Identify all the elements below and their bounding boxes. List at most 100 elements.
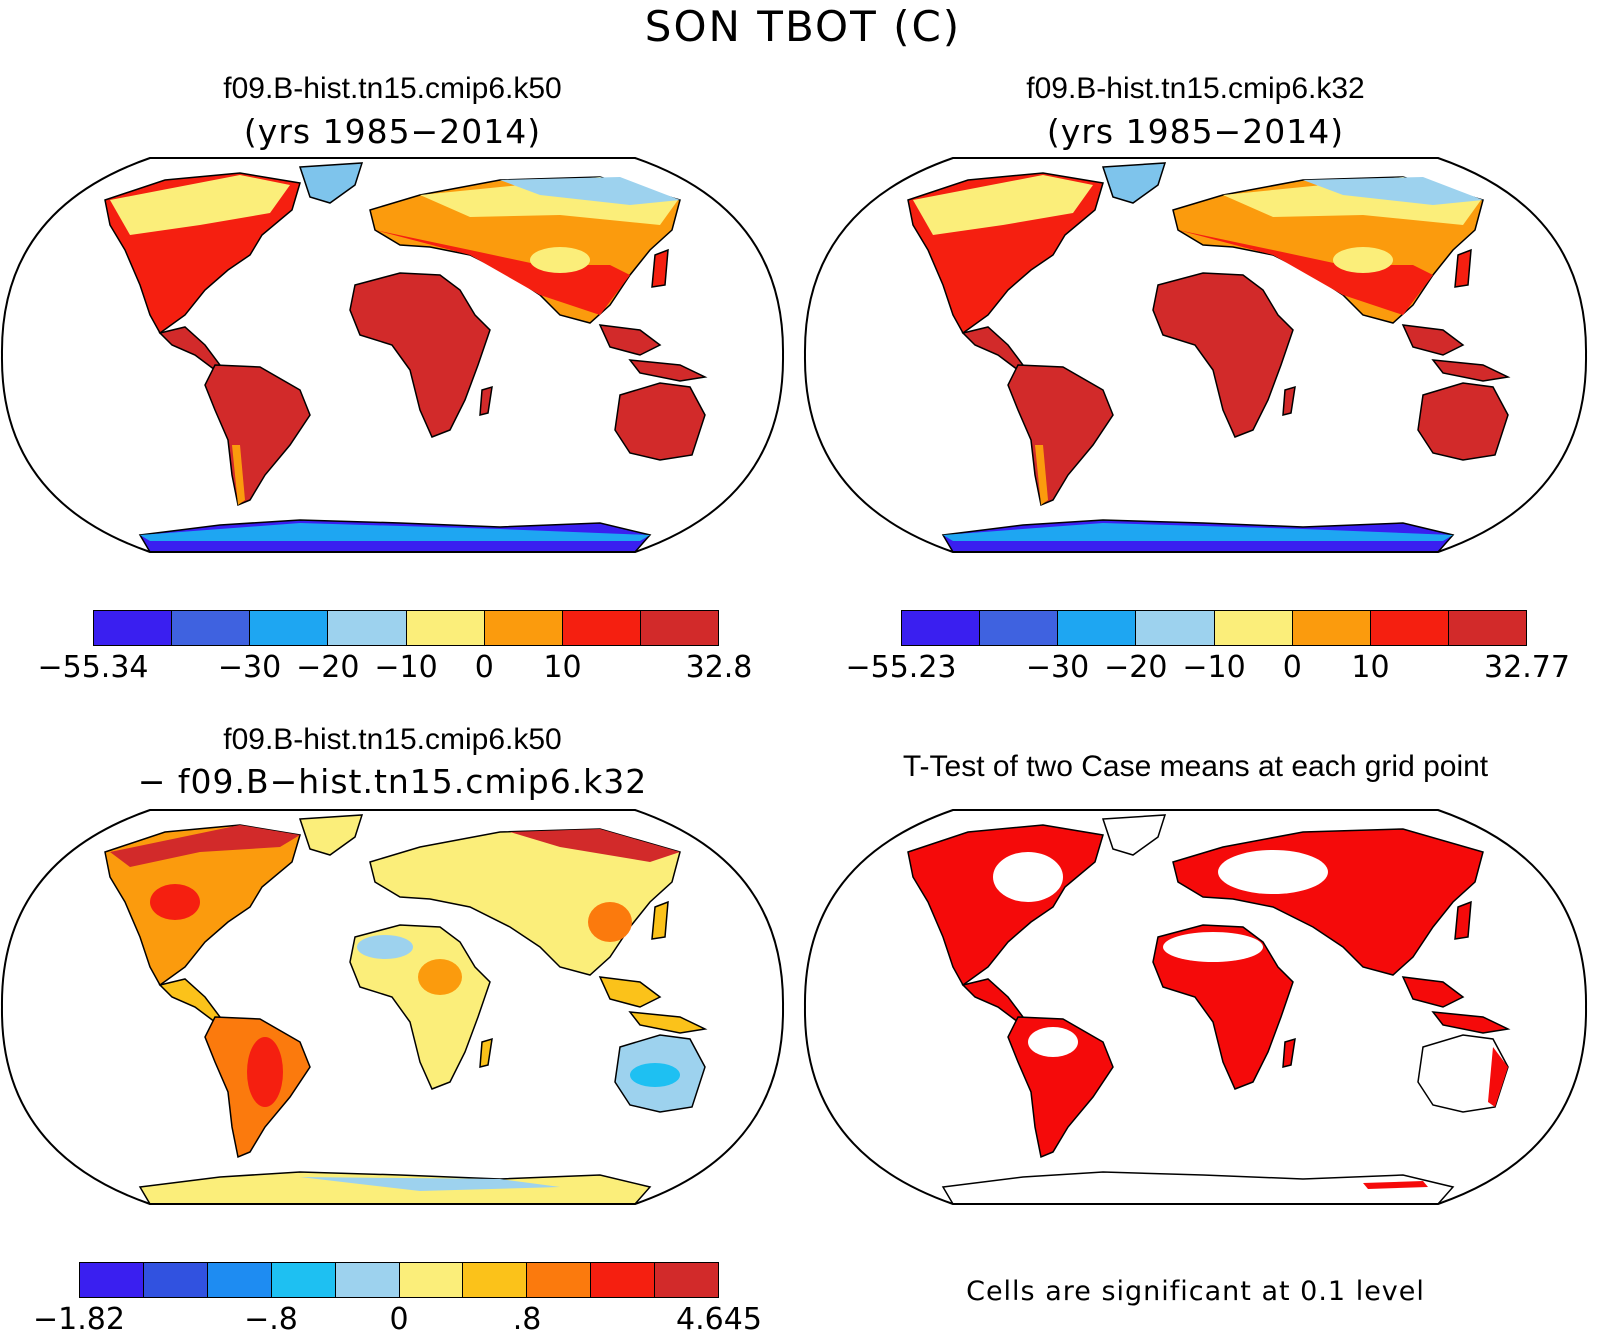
land-se-asia xyxy=(598,976,662,1008)
colorbar-tick-label: 0 xyxy=(1282,650,1302,685)
cold-band-north xyxy=(110,175,290,235)
land-australia xyxy=(614,382,706,461)
significant-east-australia xyxy=(1488,1047,1508,1107)
land-japan xyxy=(1454,248,1472,288)
antarctic-coast xyxy=(140,523,650,541)
colorbar-k50 xyxy=(93,610,719,646)
tibet-plateau xyxy=(1333,247,1393,273)
land-indonesia xyxy=(628,359,708,382)
colorbar-swatch xyxy=(94,611,173,645)
colorbar-swatch xyxy=(1370,611,1449,645)
warm-arctic-siberia xyxy=(510,829,680,862)
map-frame xyxy=(803,157,1588,553)
colorbar-swatch xyxy=(250,611,329,645)
panel-k50-subtitle: (yrs 1985−2014) xyxy=(243,112,542,151)
non-significant-eurasia xyxy=(1218,850,1328,894)
warm-spot-sa xyxy=(247,1037,283,1107)
land-japan xyxy=(651,248,669,288)
land-antarctica xyxy=(941,1171,1455,1204)
land-australia xyxy=(1417,382,1509,461)
land-africa xyxy=(349,272,491,438)
significance-note: Cells are significant at 0.1 level xyxy=(966,1276,1425,1307)
colorbar-tick-label: −1.82 xyxy=(33,1302,125,1337)
non-significant-sa xyxy=(1028,1027,1078,1057)
land-greenland xyxy=(1101,814,1167,856)
land-central-america xyxy=(961,326,1024,371)
colorbar-tick-label: −.8 xyxy=(244,1302,298,1337)
land-se-asia xyxy=(1401,976,1465,1008)
cool-band-antarctica xyxy=(300,1177,560,1191)
colorbar-tick-label: 0 xyxy=(389,1302,409,1337)
colorbar-tick-label: −10 xyxy=(374,650,438,685)
colorbar-k32 xyxy=(901,610,1527,646)
land-africa xyxy=(1152,272,1294,438)
warm-band-eurasia xyxy=(375,230,630,315)
colorbar-swatch xyxy=(406,611,485,645)
colorbar-swatch xyxy=(172,611,251,645)
map-frame xyxy=(0,157,785,553)
panel-ttest-title: T-Test of two Case means at each grid po… xyxy=(902,750,1489,783)
land-greenland xyxy=(1101,162,1167,204)
antarctic-coast xyxy=(943,523,1453,541)
panel-k32-subtitle: (yrs 1985−2014) xyxy=(1046,112,1345,151)
land-se-asia xyxy=(598,324,662,356)
land-madagascar xyxy=(1282,1037,1296,1068)
colorbar-tick-label: 32.77 xyxy=(1484,650,1570,685)
colorbar-swatch xyxy=(271,1263,336,1297)
cold-band-north xyxy=(913,175,1093,235)
colorbar-swatch xyxy=(335,1263,400,1297)
land-central-america xyxy=(158,326,221,371)
colorbar-tick-label: 32.8 xyxy=(685,650,753,685)
andes-band xyxy=(1035,445,1048,505)
colorbar-swatch xyxy=(902,611,981,645)
arctic-band xyxy=(500,177,680,205)
non-significant-na xyxy=(993,852,1063,902)
land-se-asia xyxy=(1401,324,1465,356)
land-madagascar xyxy=(479,385,493,416)
colorbar-tick-label: −20 xyxy=(296,650,360,685)
colorbar-tick-label: .8 xyxy=(512,1302,542,1337)
colorbar-tick-label: −30 xyxy=(1025,650,1090,685)
colorbar-diff xyxy=(79,1262,719,1298)
land-africa xyxy=(1152,924,1294,1090)
colorbar-swatch xyxy=(640,611,718,645)
colorbar-swatch xyxy=(484,611,563,645)
land-greenland xyxy=(298,814,364,856)
panel-k50-title: f09.B-hist.tn15.cmip6.k50 xyxy=(223,72,562,105)
panel-diff-subtitle: − f09.B−hist.tn15.cmip6.k32 xyxy=(137,762,648,801)
colorbar-swatch xyxy=(1136,611,1215,645)
land-central-america xyxy=(158,978,221,1023)
cool-spot-sahara xyxy=(357,935,413,959)
map-ttest xyxy=(803,809,1588,1205)
land-south-america xyxy=(1007,1016,1114,1159)
colorbar-tick-label: −30 xyxy=(217,650,282,685)
warm-spot-china xyxy=(588,902,632,942)
colorbar-tick-label: −55.34 xyxy=(37,650,149,685)
map-frame xyxy=(803,809,1588,1205)
warm-spot-africa xyxy=(418,959,462,995)
colorbar-swatch xyxy=(1448,611,1526,645)
land-south-america xyxy=(1007,364,1114,507)
map-frame xyxy=(0,809,785,1205)
warm-band-eurasia xyxy=(1178,230,1433,315)
andes-band xyxy=(232,445,245,505)
colorbar-swatch xyxy=(1292,611,1371,645)
land-south-america xyxy=(204,364,311,507)
colorbar-tick-label: 10 xyxy=(543,650,582,685)
land-japan xyxy=(651,900,669,940)
colorbar-swatch xyxy=(143,1263,208,1297)
colorbar-tick-label: 10 xyxy=(1351,650,1390,685)
colorbar-tick-label: 4.645 xyxy=(676,1302,762,1337)
land-japan xyxy=(1454,900,1472,940)
colorbar-swatch xyxy=(655,1263,719,1297)
colorbar-swatch xyxy=(1214,611,1293,645)
tibet-plateau xyxy=(530,247,590,273)
cool-spot-australia xyxy=(630,1063,680,1087)
colorbar-tick-label: −55.23 xyxy=(845,650,957,685)
colorbar-swatch xyxy=(562,611,641,645)
colorbar-swatch xyxy=(591,1263,656,1297)
colorbar-tick-label: −20 xyxy=(1104,650,1168,685)
land-indonesia xyxy=(628,1011,708,1034)
warm-spot-na xyxy=(150,884,200,920)
main-title: SON TBOT (C) xyxy=(644,2,962,51)
